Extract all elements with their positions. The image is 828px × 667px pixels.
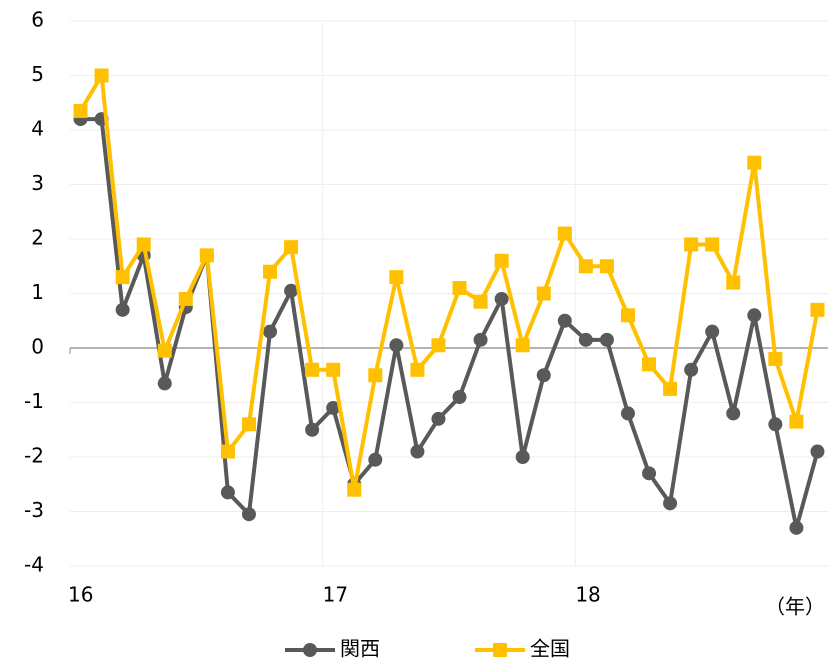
point: [726, 406, 741, 421]
point: [747, 308, 762, 323]
point: [557, 313, 572, 328]
point: [305, 422, 320, 437]
point: [536, 286, 551, 301]
point: [326, 362, 341, 377]
point: [452, 281, 467, 296]
point: [515, 338, 530, 353]
point: [389, 270, 404, 285]
point: [157, 343, 172, 358]
point: [557, 226, 572, 241]
x-axis-label: （年）: [765, 595, 825, 619]
point: [431, 338, 446, 353]
point: [220, 444, 235, 459]
point: [241, 417, 256, 432]
point: [789, 414, 804, 429]
point: [642, 357, 657, 372]
y-tick-label: -1: [24, 389, 44, 413]
point: [663, 496, 678, 511]
y-tick-label: -2: [24, 444, 44, 468]
point: [494, 291, 509, 306]
point: [305, 362, 320, 377]
point: [642, 466, 657, 481]
point: [768, 417, 783, 432]
y-tick-label: 0: [31, 335, 44, 359]
y-tick-label: -4: [24, 553, 44, 577]
point: [178, 291, 193, 306]
point: [199, 248, 214, 263]
point: [284, 240, 299, 255]
x-tick-label: 17: [323, 583, 348, 607]
point: [284, 283, 299, 298]
point: [789, 520, 804, 535]
point: [263, 264, 278, 279]
point: [578, 259, 593, 274]
point: [473, 294, 488, 309]
point: [494, 253, 509, 268]
point: [94, 68, 109, 83]
point: [263, 324, 278, 339]
point: [599, 332, 614, 347]
y-tick-label: -3: [24, 498, 44, 522]
point: [410, 444, 425, 459]
y-tick-label: 3: [31, 171, 44, 195]
point: [515, 450, 530, 464]
point: [726, 275, 741, 290]
series-line: [80, 117, 820, 530]
point: [347, 482, 362, 497]
point: [768, 351, 783, 366]
point: [810, 302, 825, 317]
point: [620, 406, 635, 421]
point: [663, 381, 678, 396]
point: [705, 237, 720, 252]
point: [389, 338, 404, 353]
legend-marker: [303, 643, 317, 657]
point: [136, 237, 151, 252]
legend-label: 全国: [530, 637, 570, 661]
legend-label: 関西: [340, 637, 380, 661]
point: [157, 376, 172, 391]
point: [241, 507, 256, 522]
point: [410, 362, 425, 377]
y-tick-label: 5: [31, 62, 44, 86]
point: [599, 259, 614, 274]
point: [368, 452, 383, 467]
point: [452, 390, 467, 405]
y-tick-label: 6: [31, 8, 44, 32]
point: [368, 368, 383, 383]
y-tick-label: 4: [31, 117, 44, 141]
y-tick-label: 2: [31, 226, 44, 250]
point: [73, 103, 88, 118]
point: [220, 485, 235, 500]
point: [578, 332, 593, 347]
point: [115, 270, 130, 285]
point: [705, 324, 720, 339]
point: [747, 155, 762, 170]
point: [115, 302, 130, 317]
point: [684, 237, 699, 252]
x-tick-label: 16: [68, 583, 93, 607]
point: [810, 444, 825, 459]
point: [473, 332, 488, 347]
point: [684, 362, 699, 377]
point: [620, 308, 635, 323]
x-tick-label: 18: [575, 583, 600, 607]
point: [431, 411, 446, 426]
point: [536, 368, 551, 383]
legend-marker: [493, 643, 507, 657]
series-line: [78, 73, 820, 492]
y-tick-label: 1: [31, 280, 44, 304]
point: [326, 400, 341, 415]
